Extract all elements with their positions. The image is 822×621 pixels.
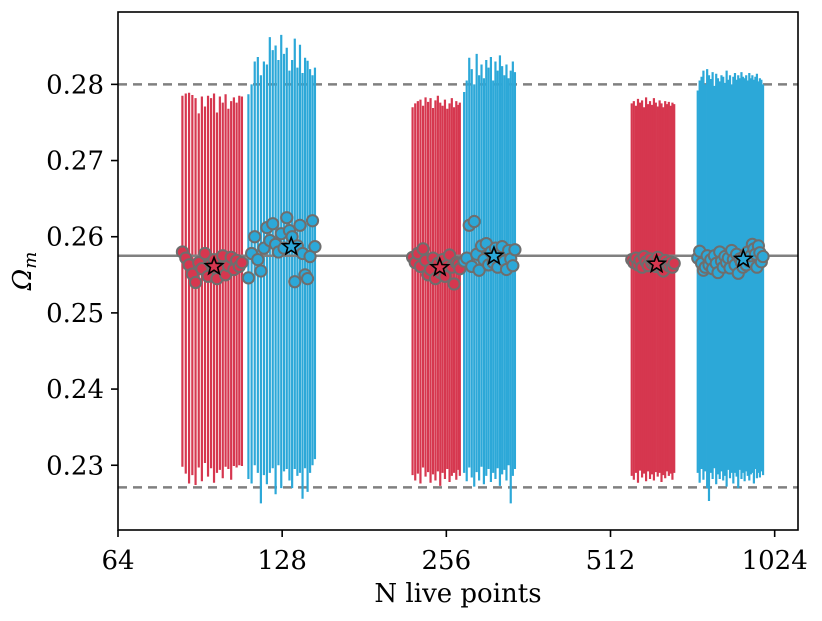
mean-star-marker — [429, 256, 451, 277]
data-point — [416, 242, 430, 256]
x-tick-label: 64 — [101, 546, 134, 576]
data-point — [305, 214, 320, 228]
data-point — [667, 256, 681, 270]
x-tick-label: 128 — [257, 546, 307, 576]
mean-star-marker — [203, 255, 225, 276]
y-axis-label-sub: m — [20, 252, 41, 269]
mean-star-marker — [732, 247, 755, 269]
data-point — [308, 240, 322, 254]
x-axis-label: N live points — [374, 579, 541, 609]
data-point — [248, 230, 262, 244]
y-tick-label: 0.27 — [46, 147, 104, 177]
x-tick-label: 256 — [422, 546, 472, 576]
y-tick-label: 0.28 — [46, 70, 104, 100]
data-point — [467, 214, 481, 229]
data-point — [288, 275, 302, 289]
y-axis-label-main: Ω — [8, 269, 38, 292]
data-point — [188, 275, 203, 290]
plot-frame — [117, 11, 799, 531]
data-point — [280, 211, 294, 225]
data-point — [293, 218, 307, 232]
x-tick-label: 1024 — [742, 546, 808, 576]
mean-star-marker — [280, 235, 302, 256]
reference-lines — [118, 83, 798, 489]
data-point — [300, 272, 315, 286]
y-tick-label: 0.23 — [46, 451, 104, 481]
y-tick-label: 0.24 — [46, 375, 104, 405]
y-tick-label: 0.26 — [46, 223, 104, 253]
data-point — [254, 264, 268, 278]
data-point — [241, 271, 256, 285]
y-axis-label: Ωm — [8, 252, 41, 292]
y-axis-ticks: 0.23 0.24 0.25 0.26 0.27 0.28 — [46, 70, 118, 481]
data-point — [508, 243, 522, 257]
data-point — [235, 256, 249, 270]
data-point — [251, 252, 265, 267]
mean-star-marker — [645, 252, 668, 274]
data-point — [198, 246, 212, 261]
x-axis-ticks: 64 128 256 512 1024 — [101, 530, 808, 576]
data-point — [447, 277, 461, 291]
x-tick-label: 512 — [586, 546, 636, 576]
mean-star-marker — [483, 244, 505, 266]
y-tick-label: 0.25 — [46, 299, 104, 329]
data-point — [506, 259, 520, 273]
data-point — [756, 249, 770, 264]
mean-stars — [203, 235, 755, 277]
data-point — [266, 217, 280, 231]
